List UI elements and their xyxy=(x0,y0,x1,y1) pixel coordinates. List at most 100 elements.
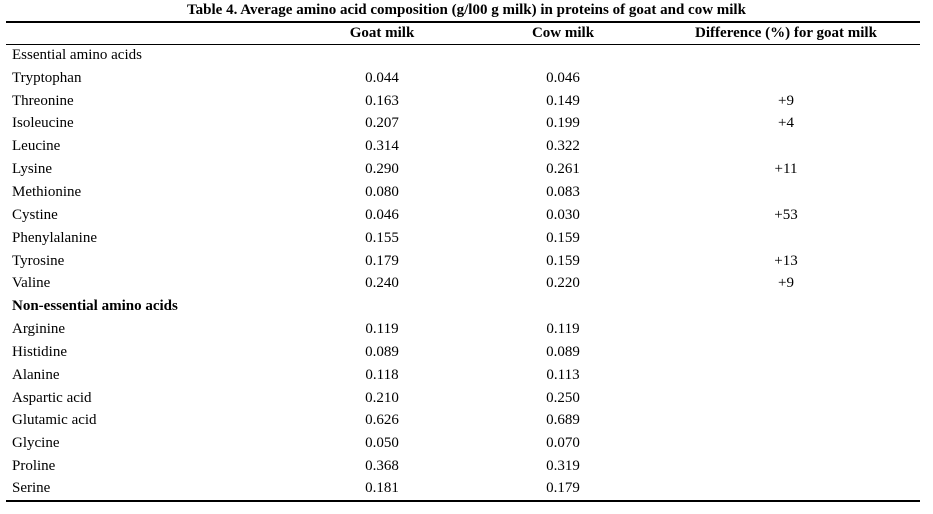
difference-value xyxy=(652,455,920,478)
goat-value: 0.044 xyxy=(365,69,399,86)
table-row: Tryptophan 0.044 0.046 xyxy=(6,67,920,90)
table-row: Isoleucine 0.207 0.199 +4 xyxy=(6,113,920,136)
amino-acid-name: Cystine xyxy=(12,206,58,223)
difference-value xyxy=(652,432,920,455)
goat-value: 0.050 xyxy=(365,435,399,452)
goat-value: 0.368 xyxy=(365,458,399,475)
difference-value: +11 xyxy=(774,161,798,178)
goat-value: 0.207 xyxy=(365,115,399,132)
cow-value: 0.113 xyxy=(546,366,580,383)
difference-value xyxy=(652,364,920,387)
column-header-cow-milk: Cow milk xyxy=(474,21,652,45)
amino-acid-name: Lysine xyxy=(12,161,52,178)
amino-acid-name: Histidine xyxy=(12,343,67,360)
difference-value xyxy=(652,135,920,158)
group-header-row: Essential amino acids xyxy=(6,44,920,67)
difference-value xyxy=(652,44,920,67)
difference-value: +4 xyxy=(778,115,794,132)
goat-value: 0.181 xyxy=(290,478,474,502)
cow-value: 0.261 xyxy=(546,161,580,178)
goat-value: 0.240 xyxy=(365,275,399,292)
difference-value xyxy=(652,387,920,410)
cow-value: 0.089 xyxy=(546,343,580,360)
goat-value: 0.119 xyxy=(365,321,399,338)
difference-value: +53 xyxy=(774,206,798,223)
amino-acid-name: Tyrosine xyxy=(12,252,65,269)
group-header-row: Non-essential amino acids xyxy=(6,295,920,318)
amino-acid-name: Glycine xyxy=(12,435,60,452)
cow-value: 0.250 xyxy=(546,389,580,406)
cow-value: 0.220 xyxy=(546,275,580,292)
amino-acid-table: Goat milk Cow milk Difference (%) for go… xyxy=(6,21,920,502)
cow-value: 0.689 xyxy=(546,412,580,429)
cow-value: 0.046 xyxy=(546,69,580,86)
goat-value: 0.210 xyxy=(365,389,399,406)
table-row: Leucine 0.314 0.322 xyxy=(6,135,920,158)
goat-value xyxy=(290,295,474,318)
amino-acid-name: Aspartic acid xyxy=(12,389,92,406)
goat-value: 0.179 xyxy=(365,252,399,269)
table-row: Histidine 0.089 0.089 xyxy=(6,341,920,364)
difference-value xyxy=(652,478,920,502)
amino-acid-name: Tryptophan xyxy=(12,69,82,86)
amino-acid-name: Glutamic acid xyxy=(12,412,97,429)
cow-value: 0.199 xyxy=(546,115,580,132)
goat-value: 0.118 xyxy=(365,366,399,383)
difference-value xyxy=(652,295,920,318)
difference-value: +9 xyxy=(778,92,794,109)
goat-value: 0.089 xyxy=(365,343,399,360)
table-row: Aspartic acid 0.210 0.250 xyxy=(6,387,920,410)
goat-value: 0.046 xyxy=(365,206,399,223)
cow-value xyxy=(474,44,652,67)
table-row: Tyrosine 0.179 0.159 +13 xyxy=(6,250,920,273)
amino-acid-name: Arginine xyxy=(12,321,66,338)
cow-value: 0.159 xyxy=(546,252,580,269)
cow-value: 0.083 xyxy=(546,183,580,200)
difference-value: +9 xyxy=(778,275,794,292)
amino-acid-name: Methionine xyxy=(12,183,82,200)
table-row: Cystine 0.046 0.030 +53 xyxy=(6,204,920,227)
table-row: Glutamic acid 0.626 0.689 xyxy=(6,410,920,433)
goat-value xyxy=(290,44,474,67)
difference-value xyxy=(652,341,920,364)
amino-acid-name: Threonine xyxy=(12,92,74,109)
group-label: Essential amino acids xyxy=(12,47,142,64)
cow-value: 0.030 xyxy=(546,206,580,223)
amino-acid-name: Alanine xyxy=(12,366,60,383)
goat-value: 0.080 xyxy=(365,183,399,200)
amino-acid-name: Phenylalanine xyxy=(12,229,97,246)
cow-value: 0.322 xyxy=(546,138,580,155)
table-row: Arginine 0.119 0.119 xyxy=(6,318,920,341)
table-row: Phenylalanine 0.155 0.159 xyxy=(6,227,920,250)
header-row: Goat milk Cow milk Difference (%) for go… xyxy=(6,21,920,45)
table-row: Alanine 0.118 0.113 xyxy=(6,364,920,387)
goat-value: 0.163 xyxy=(365,92,399,109)
table-row: Lysine 0.290 0.261 +11 xyxy=(6,158,920,181)
table-row: Threonine 0.163 0.149 +9 xyxy=(6,90,920,113)
table-row: Methionine 0.080 0.083 xyxy=(6,181,920,204)
cow-value: 0.179 xyxy=(474,478,652,502)
cow-value xyxy=(474,295,652,318)
table-caption: Table 4. Average amino acid composition … xyxy=(187,2,746,18)
table-row: Proline 0.368 0.319 xyxy=(6,455,920,478)
table-row: Glycine 0.050 0.070 xyxy=(6,432,920,455)
cow-value: 0.070 xyxy=(546,435,580,452)
amino-acid-name: Valine xyxy=(12,275,51,292)
amino-acid-name: Proline xyxy=(12,458,56,475)
cow-value: 0.119 xyxy=(546,321,580,338)
difference-value xyxy=(652,318,920,341)
amino-acid-name: Serine xyxy=(6,478,290,502)
column-header-goat-milk: Goat milk xyxy=(290,21,474,45)
difference-value xyxy=(652,227,920,250)
table-row: Valine 0.240 0.220 +9 xyxy=(6,272,920,295)
group-label: Non-essential amino acids xyxy=(12,298,178,315)
difference-value xyxy=(652,67,920,90)
cow-value: 0.319 xyxy=(546,458,580,475)
cow-value: 0.149 xyxy=(546,92,580,109)
cow-value: 0.159 xyxy=(546,229,580,246)
difference-value xyxy=(652,181,920,204)
difference-value: +13 xyxy=(774,252,798,269)
goat-value: 0.290 xyxy=(365,161,399,178)
amino-acid-name: Isoleucine xyxy=(12,115,74,132)
goat-value: 0.155 xyxy=(365,229,399,246)
